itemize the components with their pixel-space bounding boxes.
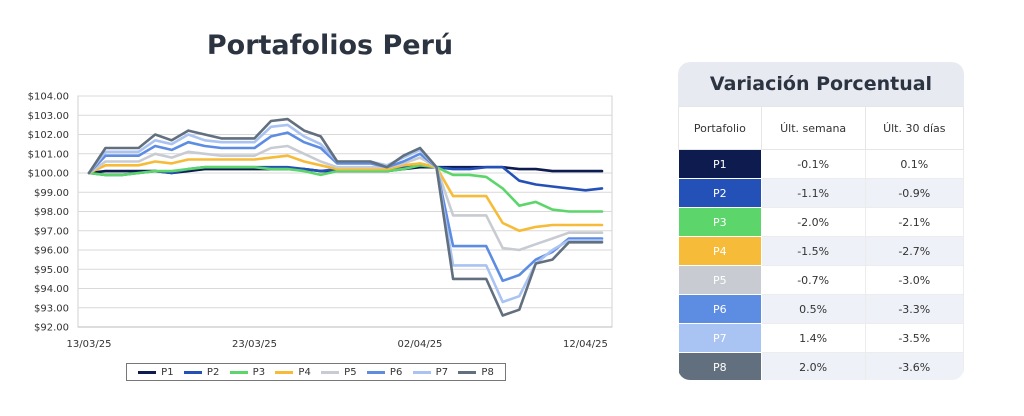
table-row: P3 -2.0% -2.1% [678, 207, 964, 237]
portfolio-cell: P4 [678, 236, 762, 266]
portfolio-cell: P2 [678, 178, 762, 208]
y-tick-label: $100.00 [28, 169, 69, 180]
legend-label: P2 [206, 366, 220, 378]
legend-swatch [275, 370, 294, 374]
portfolio-cell: P6 [678, 294, 762, 324]
table-row: P8 2.0% -3.6% [678, 352, 964, 380]
month-cell: -3.0% [864, 265, 964, 295]
series-line-p5 [87, 144, 604, 252]
chart-title: Portafolios Perú [206, 30, 454, 61]
y-tick-label: $94.00 [34, 284, 69, 295]
x-tick-label: 02/04/25 [398, 339, 443, 350]
week-cell: 0.5% [760, 294, 866, 324]
line-chart: $92.00 $93.00 $94.00 $95.00 $96.00 $97.00 $98.… [28, 92, 613, 350]
table-row: P6 0.5% -3.3% [678, 294, 964, 324]
table-row: P4 -1.5% -2.7% [678, 236, 964, 266]
legend-label: P3 [252, 366, 266, 378]
legend-label: P6 [389, 366, 403, 378]
legend-swatch [138, 370, 157, 374]
legend-swatch [321, 370, 340, 374]
y-tick-label: $101.00 [28, 149, 69, 160]
week-cell: 2.0% [760, 352, 866, 380]
month-cell: -3.6% [864, 352, 964, 380]
column-header-week: Últ. semana [760, 106, 866, 150]
legend-label: P5 [344, 366, 357, 378]
y-tick-label: $95.00 [34, 265, 69, 276]
column-header-portfolio: Portafolio [678, 106, 762, 150]
y-tick-label: $99.00 [34, 188, 69, 199]
portfolio-cell: P8 [678, 352, 762, 380]
series-line-p4 [87, 154, 604, 233]
portfolio-cell: P5 [678, 265, 762, 295]
week-cell: -0.1% [760, 149, 866, 179]
table-row: P7 1.4% -3.5% [678, 323, 964, 353]
week-cell: 1.4% [760, 323, 866, 353]
x-tick-labels: 13/03/25 23/03/25 02/04/25 12/04/25 [67, 339, 608, 350]
y-tick-labels: $92.00 $93.00 $94.00 $95.00 $96.00 $97.00 $98.… [28, 92, 69, 334]
legend-swatch [229, 370, 248, 374]
y-tick-label: $97.00 [34, 226, 69, 237]
legend-item: P6 [366, 366, 403, 378]
week-cell: -1.5% [760, 236, 866, 266]
month-cell: -3.5% [864, 323, 964, 353]
y-tick-label: $103.00 [28, 111, 69, 122]
y-tick-label: $98.00 [34, 207, 69, 218]
table-row: P5 -0.7% -3.0% [678, 265, 964, 295]
legend-label: P4 [298, 366, 311, 378]
legend-label: P8 [481, 366, 494, 378]
legend-label: P7 [435, 366, 449, 378]
y-tick-label: $93.00 [34, 303, 69, 314]
legend-swatch [183, 370, 202, 374]
legend-swatch [458, 370, 477, 374]
portfolio-cell: P1 [678, 149, 762, 179]
table-header-row: Portafolio Últ. semana Últ. 30 días [678, 106, 964, 150]
panel-title: Variación Porcentual [678, 62, 964, 106]
legend-label: P1 [161, 366, 174, 378]
month-cell: -0.9% [864, 178, 964, 208]
table-row: P1 -0.1% 0.1% [678, 149, 964, 179]
week-cell: -0.7% [760, 265, 866, 295]
y-tick-label: $102.00 [28, 130, 69, 141]
legend-item: P2 [183, 366, 220, 378]
variation-table: Portafolio Últ. semana Últ. 30 días P1 -0… [678, 106, 964, 380]
portfolio-cell: P3 [678, 207, 762, 237]
legend-item: P1 [138, 366, 174, 378]
x-tick-label: 13/03/25 [67, 339, 112, 350]
series-line-p8 [87, 117, 604, 317]
month-cell: -2.7% [864, 236, 964, 266]
chart-legend: P1 P2 P3 P4 P5 P6 P7 P8 [126, 363, 506, 381]
series-line-p3 [87, 164, 604, 213]
y-tick-label: $104.00 [28, 92, 69, 103]
portfolio-cell: P7 [678, 323, 762, 353]
legend-item: P5 [321, 366, 357, 378]
legend-item: P8 [458, 366, 494, 378]
legend-swatch [412, 370, 431, 374]
week-cell: -1.1% [760, 178, 866, 208]
column-header-month: Últ. 30 días [864, 106, 964, 150]
x-tick-label: 23/03/25 [232, 339, 277, 350]
series-line-p6 [87, 131, 604, 283]
variation-panel: Variación Porcentual Portafolio Últ. sem… [678, 62, 964, 380]
week-cell: -2.0% [760, 207, 866, 237]
month-cell: -2.1% [864, 207, 964, 237]
table-row: P2 -1.1% -0.9% [678, 178, 964, 208]
y-tick-label: $96.00 [34, 246, 69, 257]
legend-item: P4 [275, 366, 311, 378]
series-line-p7 [87, 123, 604, 304]
month-cell: -3.3% [864, 294, 964, 324]
legend-item: P3 [229, 366, 266, 378]
grid-layer [77, 95, 613, 328]
legend-item: P7 [412, 366, 449, 378]
legend-swatch [366, 370, 385, 374]
series-lines [87, 117, 604, 317]
x-tick-label: 12/04/25 [563, 339, 608, 350]
y-tick-label: $92.00 [34, 323, 69, 334]
month-cell: 0.1% [864, 149, 964, 179]
